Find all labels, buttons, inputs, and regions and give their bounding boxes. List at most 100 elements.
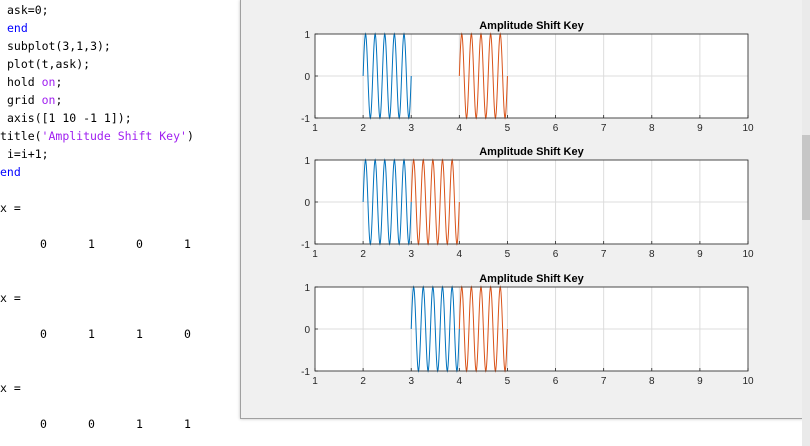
code-line: plot(t,ask);	[7, 55, 90, 73]
x-tick-label: 3	[408, 376, 414, 387]
x-tick-label: 8	[649, 249, 655, 260]
chart-title: Amplitude Shift Key	[479, 273, 584, 285]
output-value-row: 0 0 1 1	[0, 416, 240, 432]
code-line: end	[7, 19, 28, 37]
code-token: )	[186, 129, 194, 143]
x-tick-label: 7	[601, 376, 607, 387]
code-token: title(	[0, 129, 42, 143]
y-tick-label: 1	[304, 30, 310, 41]
x-tick-label: 8	[649, 376, 655, 387]
code-token: subplot(3,1,3);	[7, 39, 111, 53]
code-token: end	[7, 21, 28, 35]
x-tick-label: 4	[457, 376, 463, 387]
code-token: 'Amplitude Shift Key'	[41, 129, 187, 143]
x-tick-label: 2	[360, 123, 366, 134]
code-line: subplot(3,1,3);	[7, 37, 111, 55]
code-token: axis([1 10 -1 1]);	[7, 111, 132, 125]
code-line: end	[0, 163, 21, 181]
x-tick-label: 9	[697, 249, 703, 260]
x-tick-label: 9	[697, 123, 703, 134]
output-value: 1	[184, 237, 191, 251]
chart-title: Amplitude Shift Key	[479, 20, 584, 32]
code-token: end	[0, 165, 21, 179]
y-tick-label: -1	[301, 240, 310, 251]
series-line	[410, 158, 460, 246]
x-tick-label: 5	[505, 123, 511, 134]
y-tick-label: 0	[304, 72, 310, 83]
series-line	[458, 285, 508, 373]
output-value: 1	[136, 327, 143, 341]
x-tick-label: 5	[505, 249, 511, 260]
x-tick-label: 4	[457, 123, 463, 134]
x-tick-label: 1	[312, 376, 318, 387]
x-tick-label: 1	[312, 123, 318, 134]
code-token: ask=0;	[7, 3, 49, 17]
code-line: grid on;	[7, 91, 62, 109]
x-tick-label: 10	[742, 376, 754, 387]
y-tick-label: 0	[304, 198, 310, 209]
output-value-row: 0 1 0 1	[0, 236, 240, 252]
code-token: ;	[55, 93, 63, 107]
x-tick-label: 6	[553, 376, 559, 387]
command-window[interactable]: ask=0; end subplot(3,1,3); plot(t,ask); hold…	[0, 0, 240, 446]
code-line: title('Amplitude Shift Key')	[0, 127, 194, 145]
output-value: 1	[136, 417, 143, 431]
code-line: hold on;	[7, 73, 62, 91]
output-variable-label: x =	[0, 291, 21, 305]
x-tick-label: 10	[742, 123, 754, 134]
y-tick-label: 1	[304, 156, 310, 167]
x-tick-label: 2	[360, 376, 366, 387]
y-tick-label: -1	[301, 367, 310, 378]
series-line	[458, 32, 508, 120]
x-tick-label: 4	[457, 249, 463, 260]
x-tick-label: 6	[553, 123, 559, 134]
output-value: 1	[88, 327, 95, 341]
series-line	[362, 158, 412, 246]
code-token: ;	[55, 75, 63, 89]
x-tick-label: 7	[601, 123, 607, 134]
scrollbar-track[interactable]	[802, 0, 810, 446]
x-tick-label: 6	[553, 249, 559, 260]
output-value: 0	[136, 237, 143, 251]
x-tick-label: 9	[697, 376, 703, 387]
y-tick-label: -1	[301, 114, 310, 125]
output-variable-label: x =	[0, 381, 21, 395]
chart-title: Amplitude Shift Key	[479, 146, 584, 158]
output-value: 1	[184, 417, 191, 431]
series-line	[362, 32, 412, 120]
figure-window[interactable]: 1 2 3 4 5 6 7 8 9 10 1 0 -1 Amplitude Shift Key 1 2 3 4 5 6…	[240, 0, 803, 419]
code-line: ask=0;	[7, 1, 49, 19]
output-value-row: 0 1 1 0	[0, 326, 240, 342]
output-value: 1	[88, 237, 95, 251]
x-tick-label: 5	[505, 376, 511, 387]
code-token: hold	[7, 75, 42, 89]
code-line: i=i+1;	[7, 145, 49, 163]
x-tick-label: 8	[649, 123, 655, 134]
y-tick-label: 1	[304, 283, 310, 294]
output-value: 0	[40, 417, 47, 431]
output-value: 0	[40, 237, 47, 251]
output-value: 0	[40, 327, 47, 341]
x-tick-label: 1	[312, 249, 318, 260]
output-value: 0	[88, 417, 95, 431]
series-line	[410, 285, 460, 373]
code-token: grid	[7, 93, 42, 107]
code-line: axis([1 10 -1 1]);	[7, 109, 132, 127]
output-variable-label: x =	[0, 201, 21, 215]
scrollbar-thumb[interactable]	[802, 135, 810, 220]
x-tick-label: 7	[601, 249, 607, 260]
x-tick-label: 10	[742, 249, 754, 260]
x-tick-label: 2	[360, 249, 366, 260]
code-token: on	[41, 93, 56, 107]
x-tick-label: 3	[408, 249, 414, 260]
code-token: i=i+1;	[7, 147, 49, 161]
x-tick-label: 3	[408, 123, 414, 134]
code-token: plot(t,ask);	[7, 57, 91, 71]
output-value: 0	[184, 327, 191, 341]
code-token: on	[41, 75, 56, 89]
y-tick-label: 0	[304, 325, 310, 336]
